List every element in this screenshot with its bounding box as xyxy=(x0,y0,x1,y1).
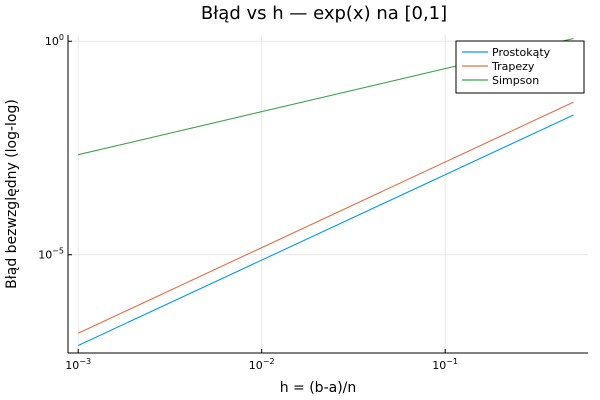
tick-labels: 10−3 10−2 10−1 10−5 100 xyxy=(38,33,458,372)
legend-label: Simpson xyxy=(492,74,539,87)
legend-box xyxy=(455,40,585,94)
y-axis-label: Błąd bezwzględny (log-log) xyxy=(4,99,20,289)
y-tick-label: 100 xyxy=(45,33,64,48)
legend-label: Trapezy xyxy=(491,60,535,73)
axes xyxy=(67,35,588,354)
y-tick-label: 10−5 xyxy=(38,247,64,262)
series-line-trapezy xyxy=(77,101,574,334)
chart-title: Błąd vs h — exp(x) na [0,1] xyxy=(201,3,447,24)
x-tick-label: 10−3 xyxy=(65,357,91,372)
x-tick-label: 10−1 xyxy=(432,357,458,372)
x-tick-label: 10−2 xyxy=(249,357,275,372)
series-line-prostok-ty xyxy=(77,114,574,346)
legend-label: Prostokąty xyxy=(492,46,551,59)
x-axis-label: h = (b-a)/n xyxy=(280,380,357,396)
